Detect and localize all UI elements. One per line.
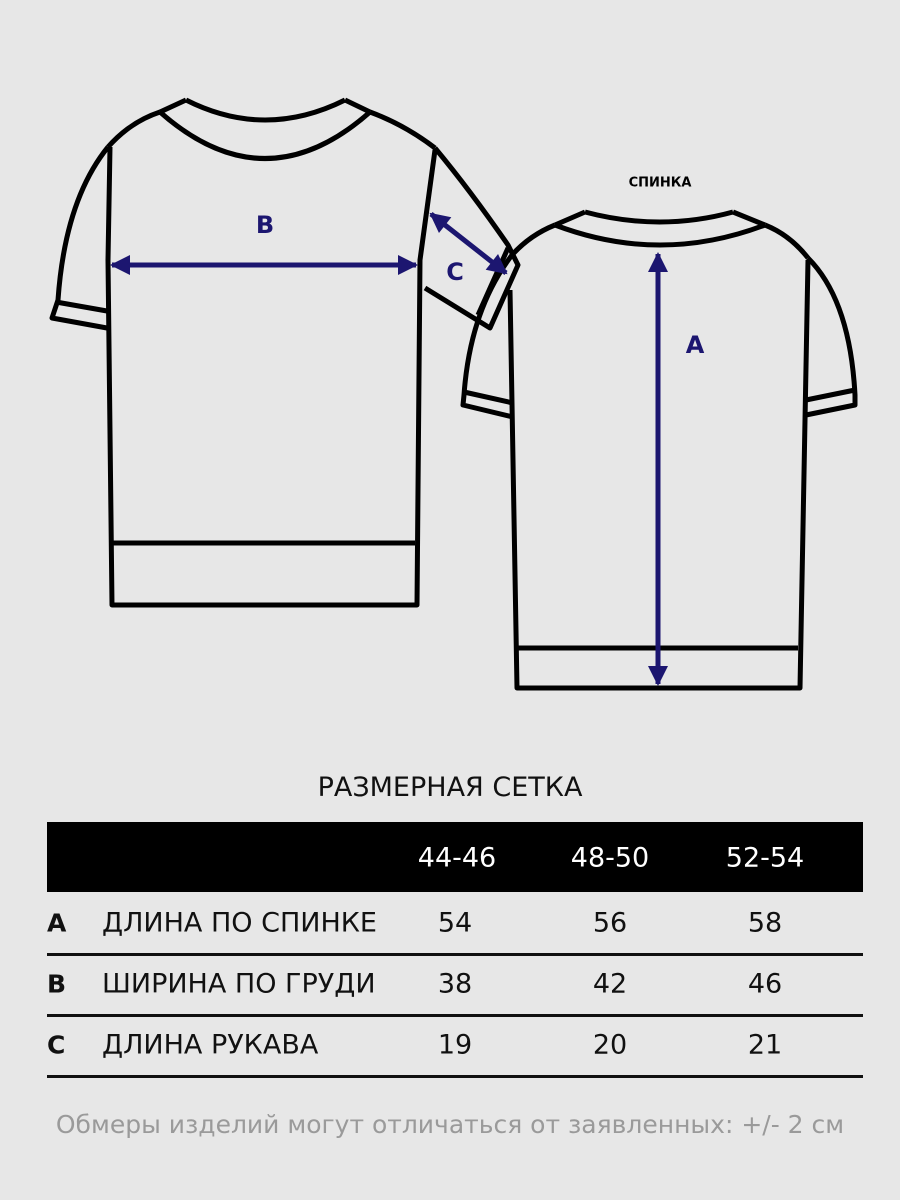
size-table-header: [47, 822, 863, 892]
size-header: 48-50: [570, 842, 650, 874]
row-value: 56: [592, 907, 628, 938]
row-value: 58: [747, 907, 783, 938]
table-row: C ДЛИНА РУКАВА 19 20 21: [47, 1014, 863, 1078]
size-chart-title: РАЗМЕРНАЯ СЕТКА: [317, 772, 583, 803]
row-value: 21: [747, 1029, 783, 1060]
row-value: 20: [592, 1029, 628, 1060]
garment-diagram: [49, 97, 858, 691]
back-view-title: СПИНКА: [628, 175, 692, 191]
size-header: 52-54: [725, 842, 805, 874]
sleeve-length-arrow: [429, 212, 508, 275]
label-c: C: [446, 258, 464, 286]
row-letter: C: [47, 1030, 66, 1059]
front-shirt-outline: [49, 97, 521, 608]
table-row: A ДЛИНА ПО СПИНКЕ 54 56 58: [47, 892, 863, 956]
row-value: 19: [437, 1029, 473, 1060]
row-value: 54: [437, 907, 473, 938]
measurement-tolerance-note: Обмеры изделий могут отличаться от заявл…: [55, 1110, 845, 1139]
table-row: B ШИРИНА ПО ГРУДИ 38 42 46: [47, 953, 863, 1017]
label-b: B: [255, 211, 275, 239]
label-a: A: [685, 331, 705, 359]
row-value: 42: [592, 968, 628, 999]
row-letter: A: [47, 908, 67, 937]
row-value: 46: [747, 968, 783, 999]
row-value: 38: [437, 968, 473, 999]
row-letter: B: [47, 969, 67, 998]
row-name: ДЛИНА ПО СПИНКЕ: [102, 907, 377, 938]
row-name: ДЛИНА РУКАВА: [102, 1029, 319, 1060]
size-header: 44-46: [417, 842, 497, 874]
row-name: ШИРИНА ПО ГРУДИ: [102, 968, 376, 999]
